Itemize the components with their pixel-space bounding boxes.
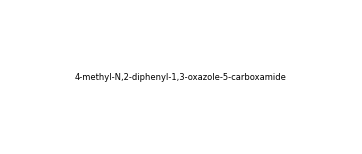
Text: 4-methyl-N,2-diphenyl-1,3-oxazole-5-carboxamide: 4-methyl-N,2-diphenyl-1,3-oxazole-5-carb… xyxy=(75,73,287,81)
